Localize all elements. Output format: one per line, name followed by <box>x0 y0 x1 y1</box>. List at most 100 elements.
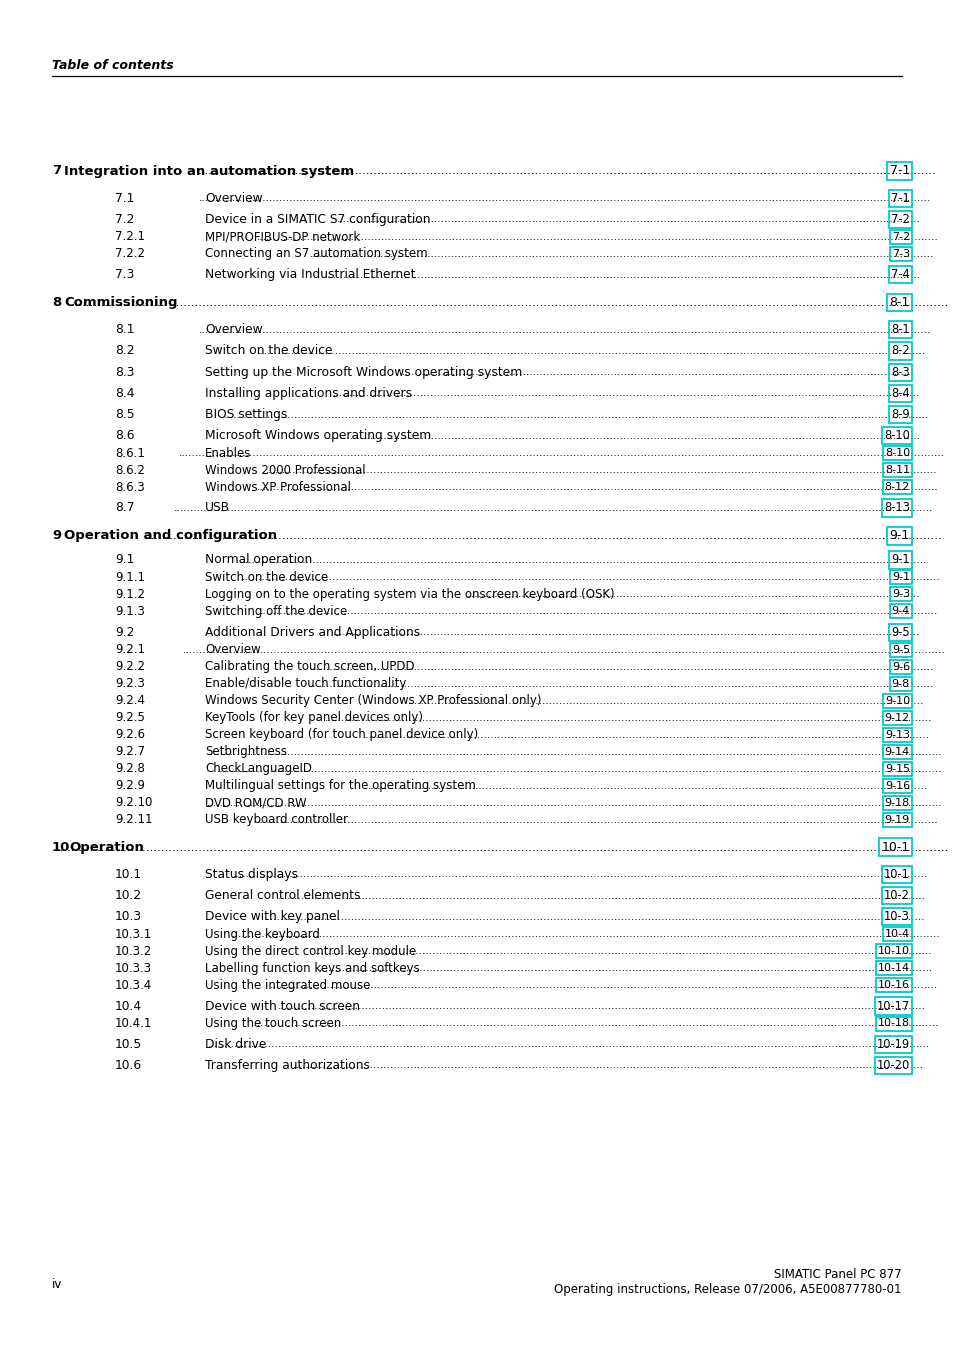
Text: USB keyboard controller: USB keyboard controller <box>205 813 348 827</box>
Text: Using the direct control key module: Using the direct control key module <box>205 944 416 958</box>
Text: Device with key panel: Device with key panel <box>205 911 339 923</box>
Text: Enable/disable touch functionality: Enable/disable touch functionality <box>205 677 406 690</box>
Text: Using the keyboard: Using the keyboard <box>205 928 319 940</box>
Text: Multilingual settings for the operating system: Multilingual settings for the operating … <box>205 780 476 792</box>
Text: 9.1.1: 9.1.1 <box>115 571 145 584</box>
Text: 9.2.3: 9.2.3 <box>115 677 145 690</box>
Text: 10-2: 10-2 <box>883 889 909 902</box>
Text: ................................................................................: ........................................… <box>314 946 932 957</box>
Text: 9.2.7: 9.2.7 <box>115 746 145 758</box>
Text: 10-14: 10-14 <box>877 963 909 973</box>
Text: ................................................................................: ........................................… <box>327 431 921 440</box>
Text: Device in a SIMATIC S7 configuration: Device in a SIMATIC S7 configuration <box>205 213 430 226</box>
Text: 8.6.1: 8.6.1 <box>115 447 145 459</box>
Text: 9.2.9: 9.2.9 <box>115 780 145 792</box>
Text: ................................................................................: ........................................… <box>324 713 931 723</box>
Text: 9.2.2: 9.2.2 <box>115 661 145 673</box>
Text: 9.2: 9.2 <box>115 626 134 639</box>
Text: ................................................................................: ........................................… <box>336 215 920 224</box>
Text: 8.6: 8.6 <box>115 430 134 442</box>
Text: Windows XP Professional: Windows XP Professional <box>205 481 351 494</box>
Text: KeyTools (for key panel devices only): KeyTools (for key panel devices only) <box>205 711 422 724</box>
Text: 10-10: 10-10 <box>877 946 909 957</box>
Text: ................................................................................: ........................................… <box>402 367 914 377</box>
Text: Normal operation: Normal operation <box>205 554 312 566</box>
Text: 10.6: 10.6 <box>115 1059 142 1071</box>
Text: Switch on the device: Switch on the device <box>205 345 333 358</box>
Text: Setting up the Microsoft Windows operating system: Setting up the Microsoft Windows operati… <box>205 366 521 378</box>
Text: 7-4: 7-4 <box>890 267 909 281</box>
Text: Microsoft Windows operating system: Microsoft Windows operating system <box>205 430 431 442</box>
Text: ................................................................................: ........................................… <box>327 270 921 280</box>
Text: 10-1: 10-1 <box>883 867 909 881</box>
Text: 10.4: 10.4 <box>115 1000 142 1012</box>
Text: ................................................................................: ........................................… <box>208 1039 929 1050</box>
Text: Switch on the device: Switch on the device <box>205 571 328 584</box>
Text: 9-15: 9-15 <box>884 763 909 774</box>
Text: 9.2.11: 9.2.11 <box>115 813 152 827</box>
Text: ................................................................................: ........................................… <box>143 530 941 543</box>
Text: ................................................................................: ........................................… <box>318 963 932 973</box>
Text: ................................................................................: ........................................… <box>309 662 933 671</box>
Text: 9-8: 9-8 <box>891 678 909 689</box>
Text: ................................................................................: ........................................… <box>256 815 937 824</box>
Text: 9-4: 9-4 <box>891 607 909 616</box>
Text: 10-1: 10-1 <box>881 840 909 854</box>
Text: Operation: Operation <box>70 840 145 854</box>
Text: 9.2.6: 9.2.6 <box>115 728 145 742</box>
Text: 9-3: 9-3 <box>891 589 909 600</box>
Text: USB: USB <box>205 501 230 515</box>
Text: ................................................................................: ........................................… <box>179 449 944 458</box>
Text: 7-1: 7-1 <box>889 165 909 177</box>
Text: 9-6: 9-6 <box>891 662 909 671</box>
Text: 10.3.4: 10.3.4 <box>115 979 152 992</box>
Text: Enables: Enables <box>205 447 251 459</box>
Text: 10-3: 10-3 <box>883 911 909 923</box>
Text: Networking via Industrial Ethernet: Networking via Industrial Ethernet <box>205 267 416 281</box>
Text: Using the touch screen: Using the touch screen <box>205 1017 341 1029</box>
Text: 10-16: 10-16 <box>877 981 909 990</box>
Text: 9-10: 9-10 <box>884 696 909 705</box>
Text: 10.3.3: 10.3.3 <box>115 962 152 975</box>
Text: Switching off the device: Switching off the device <box>205 605 347 617</box>
Text: 8.7: 8.7 <box>115 501 134 515</box>
Text: Using the integrated mouse: Using the integrated mouse <box>205 979 370 992</box>
Text: Installing applications and drivers: Installing applications and drivers <box>205 386 412 400</box>
Text: ................................................................................: ........................................… <box>198 193 930 203</box>
Text: 10.3.1: 10.3.1 <box>115 928 152 940</box>
Text: Table of contents: Table of contents <box>52 59 173 72</box>
Text: 9.1.2: 9.1.2 <box>115 588 145 601</box>
Text: 8-1: 8-1 <box>890 323 909 336</box>
Text: 8-3: 8-3 <box>890 366 909 378</box>
Text: ................................................................................: ........................................… <box>53 840 948 854</box>
Text: Setbrightness: Setbrightness <box>205 746 287 758</box>
Text: 8-12: 8-12 <box>883 482 909 492</box>
Text: 10.1: 10.1 <box>115 867 142 881</box>
Text: 10-18: 10-18 <box>877 1019 909 1028</box>
Text: ................................................................................: ........................................… <box>368 781 927 790</box>
Text: 8: 8 <box>52 296 61 309</box>
Text: Overview: Overview <box>205 643 260 657</box>
Text: 7-1: 7-1 <box>890 192 909 205</box>
Text: Operating instructions, Release 07/2006, A5E00877780-01: Operating instructions, Release 07/2006,… <box>554 1283 901 1296</box>
Text: General control elements: General control elements <box>205 889 360 902</box>
Text: Additional Drivers and Applications: Additional Drivers and Applications <box>205 626 420 639</box>
Text: ................................................................................: ........................................… <box>277 1001 924 1011</box>
Text: 9.1.3: 9.1.3 <box>115 605 145 617</box>
Text: iv: iv <box>52 1278 62 1292</box>
Text: ................................................................................: ........................................… <box>333 388 920 399</box>
Text: 10-19: 10-19 <box>876 1038 909 1051</box>
Text: Integration into an automation system: Integration into an automation system <box>64 165 354 177</box>
Text: Connecting an S7 automation system: Connecting an S7 automation system <box>205 247 427 261</box>
Text: DVD ROM/CD RW: DVD ROM/CD RW <box>205 796 306 809</box>
Text: Disk drive: Disk drive <box>205 1038 266 1051</box>
Text: ................................................................................: ........................................… <box>270 981 937 990</box>
Text: 9-14: 9-14 <box>883 747 909 757</box>
Text: ................................................................................: ........................................… <box>293 1061 923 1070</box>
Text: 8.3: 8.3 <box>115 366 134 378</box>
Text: 8-9: 8-9 <box>890 408 909 422</box>
Text: ................................................................................: ........................................… <box>223 409 928 420</box>
Text: ................................................................................: ........................................… <box>258 346 925 357</box>
Text: 9.2.4: 9.2.4 <box>115 694 145 707</box>
Text: 9.2.8: 9.2.8 <box>115 762 145 775</box>
